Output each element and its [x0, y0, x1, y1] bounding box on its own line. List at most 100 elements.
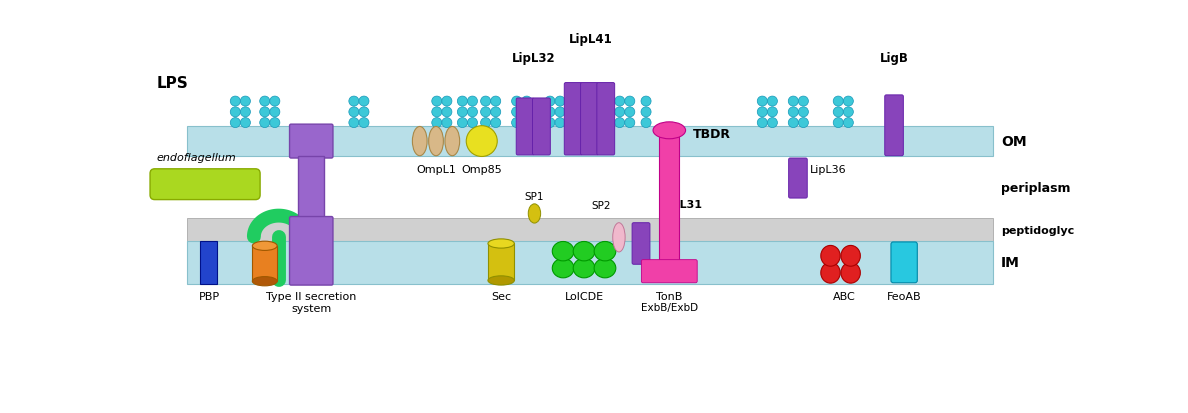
Ellipse shape [594, 242, 615, 261]
FancyBboxPatch shape [891, 242, 917, 283]
Circle shape [843, 97, 853, 107]
Circle shape [359, 107, 369, 118]
Circle shape [614, 118, 625, 128]
Circle shape [843, 118, 853, 128]
Circle shape [467, 97, 478, 107]
Text: LipL31: LipL31 [661, 199, 702, 209]
Circle shape [789, 107, 798, 118]
Text: periplasm: periplasm [1001, 181, 1070, 194]
Circle shape [260, 118, 270, 128]
Circle shape [512, 118, 522, 128]
Text: TonB: TonB [656, 292, 682, 301]
Text: PBP: PBP [198, 292, 220, 301]
Text: LigB: LigB [879, 52, 909, 65]
Circle shape [230, 118, 240, 128]
Text: ABC: ABC [833, 292, 855, 301]
Circle shape [359, 97, 369, 107]
Ellipse shape [573, 242, 595, 261]
Circle shape [481, 118, 491, 128]
Ellipse shape [252, 277, 277, 286]
Circle shape [442, 107, 451, 118]
FancyBboxPatch shape [596, 83, 614, 156]
Circle shape [270, 97, 280, 107]
Circle shape [491, 97, 500, 107]
Circle shape [467, 118, 478, 128]
Text: Type II secretion: Type II secretion [266, 292, 356, 301]
Ellipse shape [841, 246, 860, 266]
Ellipse shape [613, 223, 625, 252]
Circle shape [767, 118, 777, 128]
FancyBboxPatch shape [517, 99, 535, 156]
Ellipse shape [252, 242, 277, 251]
Circle shape [270, 118, 280, 128]
Circle shape [349, 118, 359, 128]
Text: endoflagellum: endoflagellum [157, 153, 236, 163]
Circle shape [545, 107, 555, 118]
Ellipse shape [552, 259, 574, 278]
Ellipse shape [429, 127, 443, 157]
Circle shape [767, 107, 777, 118]
Ellipse shape [594, 259, 615, 278]
Text: FeoAB: FeoAB [886, 292, 922, 301]
Circle shape [481, 97, 491, 107]
Circle shape [270, 107, 280, 118]
Text: LPS: LPS [157, 76, 188, 91]
Text: Omp85: Omp85 [461, 165, 503, 175]
Circle shape [260, 107, 270, 118]
Circle shape [522, 118, 532, 128]
FancyBboxPatch shape [632, 223, 650, 265]
Bar [188, 218, 993, 242]
Bar [188, 126, 993, 157]
Circle shape [833, 107, 843, 118]
Ellipse shape [529, 204, 541, 223]
Circle shape [798, 107, 808, 118]
Circle shape [757, 118, 767, 128]
Circle shape [757, 97, 767, 107]
Circle shape [555, 107, 565, 118]
Circle shape [833, 97, 843, 107]
Circle shape [757, 107, 767, 118]
Circle shape [457, 107, 467, 118]
Ellipse shape [821, 246, 840, 266]
FancyBboxPatch shape [532, 99, 550, 156]
Text: IM: IM [1001, 256, 1019, 270]
Bar [298, 157, 324, 218]
Text: Sec: Sec [491, 292, 511, 301]
Text: LipL41: LipL41 [568, 33, 612, 46]
Ellipse shape [653, 123, 685, 140]
Circle shape [798, 97, 808, 107]
Circle shape [642, 107, 651, 118]
Circle shape [767, 97, 777, 107]
FancyBboxPatch shape [789, 159, 808, 199]
Ellipse shape [488, 239, 514, 249]
Bar [488, 244, 514, 281]
Circle shape [442, 118, 451, 128]
Circle shape [625, 97, 634, 107]
Circle shape [512, 107, 522, 118]
Circle shape [614, 107, 625, 118]
Text: OM: OM [1001, 135, 1026, 149]
Ellipse shape [573, 259, 595, 278]
Circle shape [240, 118, 251, 128]
Circle shape [431, 97, 442, 107]
Text: ExbB/ExbD: ExbB/ExbD [640, 302, 697, 312]
Circle shape [555, 97, 565, 107]
Circle shape [522, 107, 532, 118]
Circle shape [349, 107, 359, 118]
Bar [252, 246, 277, 282]
Circle shape [625, 118, 634, 128]
Ellipse shape [488, 276, 514, 285]
Circle shape [642, 118, 651, 128]
Text: TBDR: TBDR [693, 128, 731, 140]
Bar [188, 242, 993, 284]
Circle shape [230, 107, 240, 118]
Text: LipL36: LipL36 [809, 165, 846, 175]
Circle shape [491, 118, 500, 128]
Ellipse shape [412, 127, 428, 157]
Circle shape [467, 107, 478, 118]
Circle shape [481, 107, 491, 118]
Circle shape [833, 118, 843, 128]
Text: LolCDE: LolCDE [564, 292, 604, 301]
FancyBboxPatch shape [290, 125, 333, 159]
FancyBboxPatch shape [581, 83, 599, 156]
